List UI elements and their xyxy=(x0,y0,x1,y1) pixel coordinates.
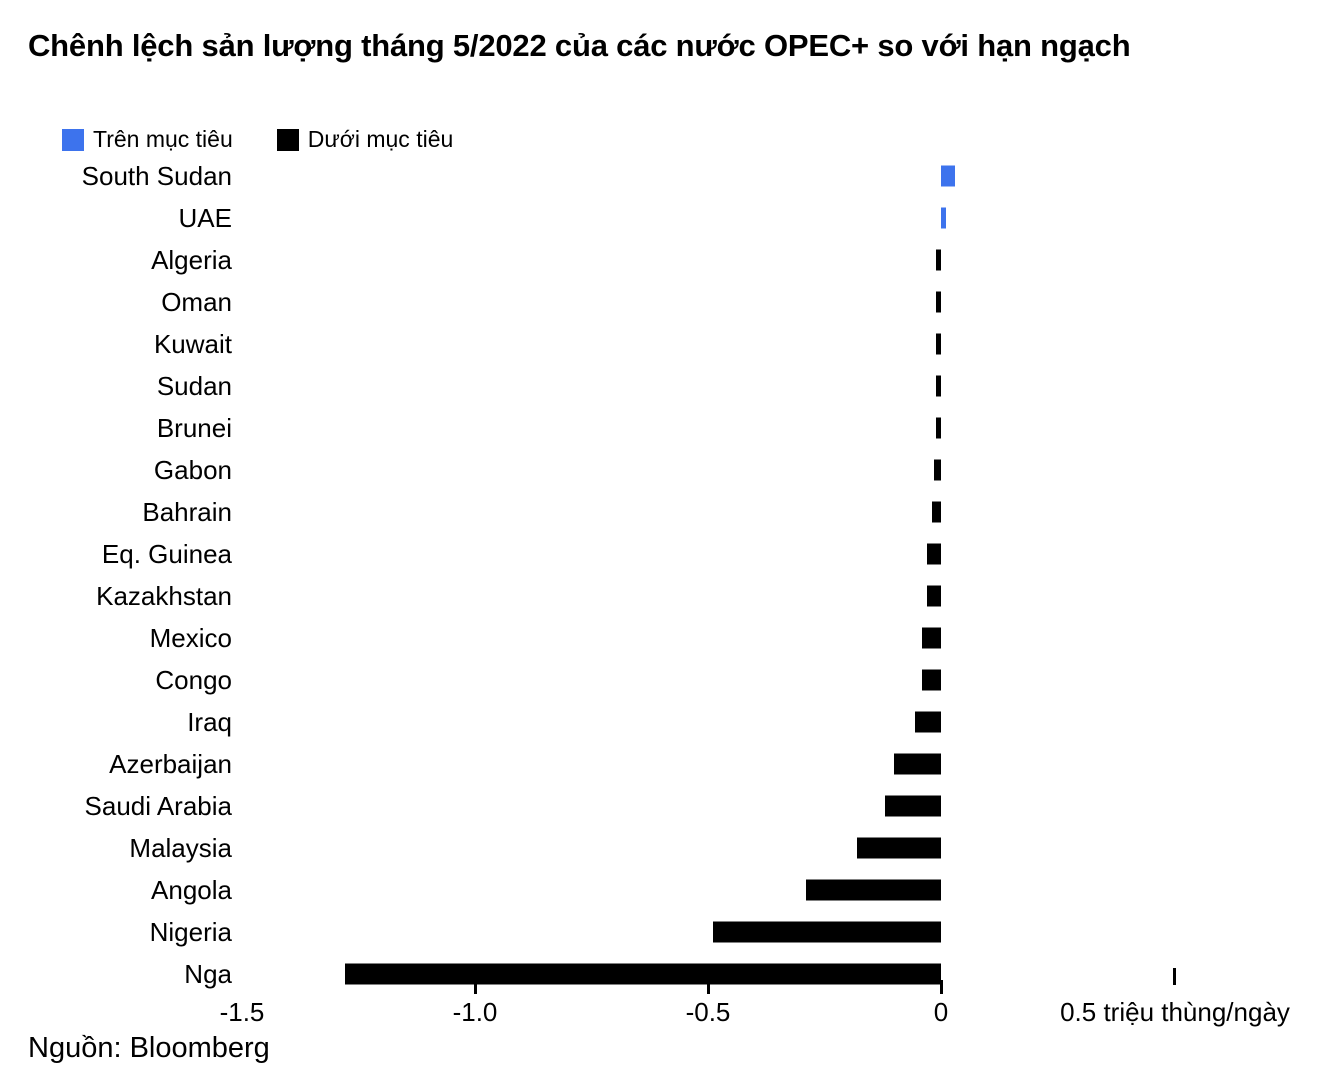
x-axis-tick-label: -1.0 xyxy=(452,997,498,1027)
unit-tick-mark xyxy=(1173,968,1176,985)
bar-row: Eq. Guinea xyxy=(0,533,1342,575)
country-label: Sudan xyxy=(156,370,232,401)
bar-row: South Sudan xyxy=(0,155,1342,197)
axis-tick-mark xyxy=(940,980,943,994)
legend-swatch-above-icon xyxy=(62,128,84,151)
bar-row: Nga xyxy=(0,953,1342,995)
axis-tick-mark xyxy=(474,980,477,994)
bar-below-target xyxy=(885,795,941,817)
country-label: Mexico xyxy=(149,622,232,653)
bar-row: Iraq xyxy=(0,701,1342,743)
country-label: Saudi Arabia xyxy=(84,790,232,821)
legend-label-below: Dưới mục tiêu xyxy=(307,126,454,152)
bar-below-target xyxy=(927,585,941,607)
bar-row: Bahrain xyxy=(0,491,1342,533)
bar-below-target xyxy=(936,291,941,313)
unit-label: 0.5 triệu thùng/ngày xyxy=(1060,997,1290,1027)
country-label: Malaysia xyxy=(129,832,232,863)
bar-below-target xyxy=(932,501,941,523)
x-axis-tick-label: -1.5 xyxy=(219,997,265,1027)
country-label: Iraq xyxy=(187,706,232,737)
country-label: Angola xyxy=(151,874,232,905)
bar-below-target xyxy=(713,921,941,943)
bar-below-target xyxy=(806,879,941,901)
bar-row: Malaysia xyxy=(0,827,1342,869)
country-label: Brunei xyxy=(156,412,232,443)
bar-row: Kuwait xyxy=(0,323,1342,365)
country-label: UAE xyxy=(178,202,232,233)
country-label: Kazakhstan xyxy=(96,580,232,611)
country-label: Bahrain xyxy=(142,496,232,527)
legend-swatch-below-icon xyxy=(276,128,299,151)
country-label: Algeria xyxy=(151,244,232,275)
legend: Trên mục tiêu Dưới mục tiêu xyxy=(62,126,453,153)
x-axis-tick-label: 0 xyxy=(933,997,949,1027)
bar-below-target xyxy=(936,375,941,397)
x-axis-tick-label: -0.5 xyxy=(685,997,731,1027)
bar-below-target xyxy=(922,669,941,691)
bar-below-target xyxy=(934,459,941,481)
country-label: Gabon xyxy=(153,454,232,485)
country-label: Azerbaijan xyxy=(109,748,232,779)
bar-below-target xyxy=(894,753,941,775)
source-label: Nguồn: Bloomberg xyxy=(28,1032,270,1064)
bar-below-target xyxy=(936,333,941,355)
bar-row: Algeria xyxy=(0,239,1342,281)
bar-row: Angola xyxy=(0,869,1342,911)
bar-row: Sudan xyxy=(0,365,1342,407)
chart-title: Chênh lệch sản lượng tháng 5/2022 của cá… xyxy=(28,28,1131,63)
bar-row: Gabon xyxy=(0,449,1342,491)
legend-label-above: Trên mục tiêu xyxy=(93,126,233,152)
bar-below-target xyxy=(936,249,941,271)
bar-below-target xyxy=(915,711,941,733)
bar-row: Brunei xyxy=(0,407,1342,449)
bar-row: Mexico xyxy=(0,617,1342,659)
bar-below-target xyxy=(927,543,941,565)
country-label: Nigeria xyxy=(149,916,232,947)
bar-below-target xyxy=(936,417,941,439)
country-label: Congo xyxy=(155,664,232,695)
bar-row: UAE xyxy=(0,197,1342,239)
country-label: Eq. Guinea xyxy=(101,538,232,569)
axis-tick-mark xyxy=(707,980,710,994)
bar-below-target xyxy=(922,627,941,649)
country-label: Nga xyxy=(184,958,232,989)
bar-row: Azerbaijan xyxy=(0,743,1342,785)
country-label: Kuwait xyxy=(153,328,232,359)
bar-above-target xyxy=(941,165,955,187)
bar-row: Saudi Arabia xyxy=(0,785,1342,827)
bar-row: Congo xyxy=(0,659,1342,701)
legend-item-below-target: Dưới mục tiêu xyxy=(276,126,454,153)
bar-below-target xyxy=(345,963,941,985)
legend-item-above-target: Trên mục tiêu xyxy=(62,126,233,153)
bar-row: Kazakhstan xyxy=(0,575,1342,617)
bar-chart: South Sudan UAE Algeria Oman Kuwait Sudan Brun… xyxy=(0,155,1342,995)
bar-row: Oman xyxy=(0,281,1342,323)
bar-row: Nigeria xyxy=(0,911,1342,953)
country-label: Oman xyxy=(161,286,232,317)
country-label: South Sudan xyxy=(81,160,232,191)
bar-below-target xyxy=(857,837,941,859)
bar-above-target xyxy=(941,207,946,229)
